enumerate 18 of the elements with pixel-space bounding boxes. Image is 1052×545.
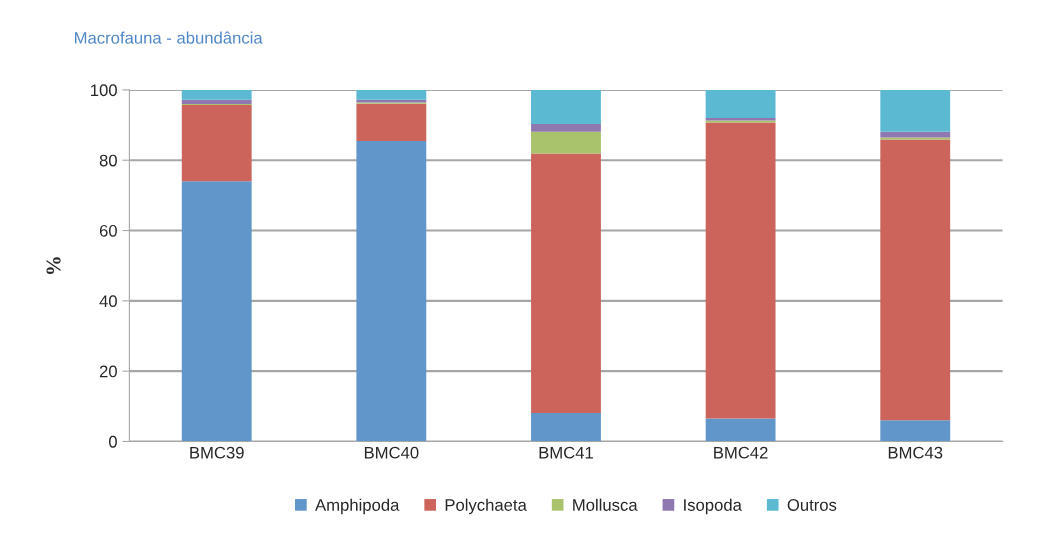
x-tick-label: BMC42	[714, 446, 768, 459]
y-axis-title: %	[46, 257, 61, 274]
x-tick-label: BMC40	[364, 446, 419, 459]
chart-title: Macrofauna - abundância	[75, 31, 263, 44]
y-tick-label: 40	[99, 295, 117, 308]
y-tick-label: 100	[91, 84, 117, 97]
legend-label: Isopoda	[684, 498, 742, 515]
legend-label: Amphipoda	[315, 498, 400, 515]
x-tick-label: BMC43	[888, 446, 943, 459]
x-tick-label: BMC39	[190, 446, 244, 459]
x-tick-label: BMC41	[539, 446, 593, 459]
legend-label: Mollusca	[573, 498, 638, 511]
y-tick-label: 20	[99, 365, 117, 378]
y-tick-label: 60	[99, 224, 117, 237]
legend-label: Outros	[787, 499, 837, 511]
y-tick-label: 0	[108, 435, 117, 448]
legend-label: Polychaeta	[445, 498, 527, 515]
y-tick-label: 80	[99, 154, 117, 167]
